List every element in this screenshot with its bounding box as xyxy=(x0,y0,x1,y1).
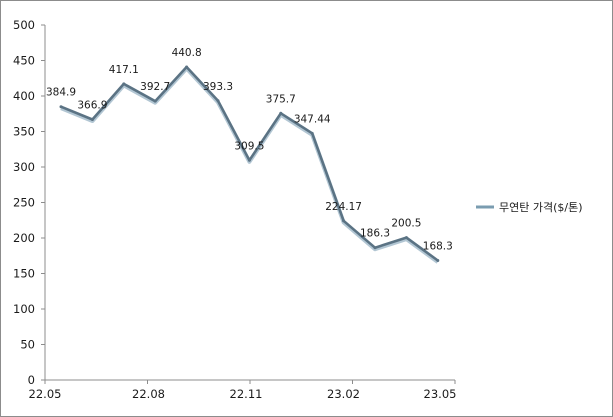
data-point xyxy=(59,105,63,109)
data-point xyxy=(373,246,377,250)
y-tick-label: 50 xyxy=(20,338,35,352)
y-tick-label: 300 xyxy=(13,160,35,174)
data-point xyxy=(185,65,189,69)
data-point xyxy=(436,259,440,263)
data-point xyxy=(279,111,283,115)
y-tick-label: 0 xyxy=(28,373,35,387)
y-tick-label: 200 xyxy=(13,231,35,245)
y-tick-label: 450 xyxy=(13,54,35,68)
data-label: 384.9 xyxy=(46,87,76,99)
x-tick-label: 23.05 xyxy=(424,387,457,401)
data-label: 392.7 xyxy=(140,81,170,93)
data-point xyxy=(247,158,251,162)
data-point xyxy=(342,219,346,223)
x-tick-label: 22.08 xyxy=(132,387,165,401)
x-axis-ticks: 22.05 22.08 22.11 23.02 23.05 xyxy=(29,380,457,401)
y-tick-label: 350 xyxy=(13,125,35,139)
y-tick-label: 250 xyxy=(13,196,35,210)
y-tick-label: 150 xyxy=(13,267,35,281)
data-label: 393.3 xyxy=(203,81,233,93)
data-point xyxy=(90,118,94,122)
data-label: 168.3 xyxy=(423,241,453,253)
data-point xyxy=(310,131,314,135)
x-tick-label: 23.02 xyxy=(327,387,360,401)
data-point xyxy=(216,99,220,103)
data-label: 309.5 xyxy=(234,140,264,152)
y-tick-label: 100 xyxy=(13,302,35,316)
data-point xyxy=(153,99,157,103)
data-label: 440.8 xyxy=(172,47,202,59)
y-tick-label: 400 xyxy=(13,89,35,103)
data-point xyxy=(404,236,408,240)
y-tick-label: 500 xyxy=(13,18,35,32)
data-label: 366.9 xyxy=(77,100,107,112)
data-point xyxy=(122,82,126,86)
data-label: 375.7 xyxy=(266,93,296,105)
data-label: 347.44 xyxy=(294,113,331,125)
x-tick-label: 22.11 xyxy=(230,387,263,401)
legend: 무연탄 가격($/톤) xyxy=(476,201,583,214)
x-tick-label: 22.05 xyxy=(29,387,62,401)
data-label: 186.3 xyxy=(360,228,390,240)
y-axis-ticks: 0 50 100 150 200 250 300 350 400 450 500 xyxy=(13,18,45,387)
legend-label: 무연탄 가격($/톤) xyxy=(499,201,583,214)
data-label: 224.17 xyxy=(325,201,362,213)
data-label: 200.5 xyxy=(391,218,421,230)
data-label: 417.1 xyxy=(109,64,139,76)
